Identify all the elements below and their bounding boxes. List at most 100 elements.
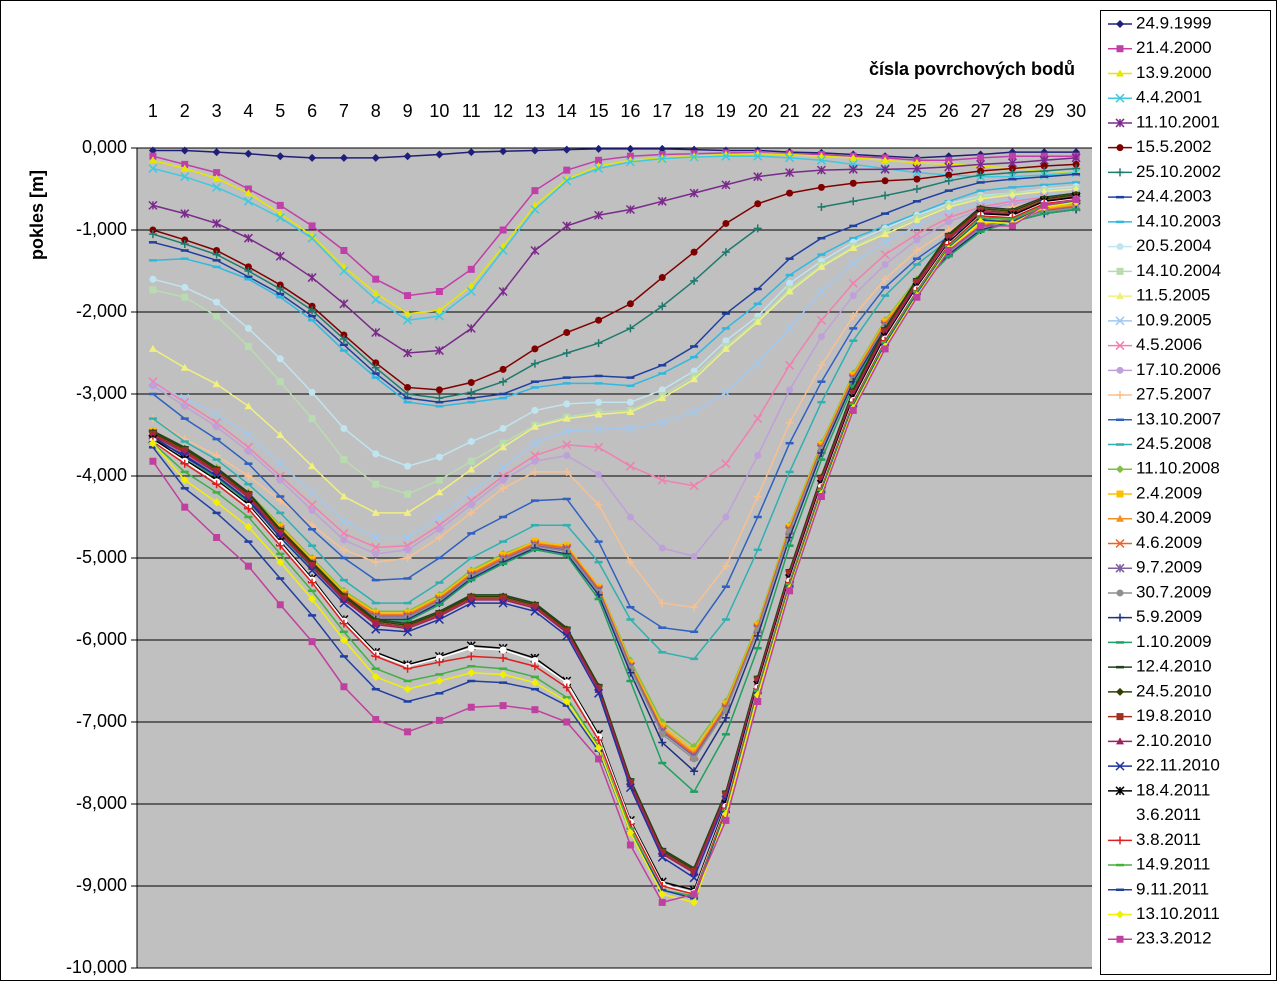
marker: [371, 295, 381, 305]
marker: [276, 541, 285, 550]
marker: [880, 164, 890, 174]
marker: [403, 664, 412, 673]
legend-label: 2.10.2010: [1136, 731, 1212, 750]
marker: [1116, 391, 1124, 400]
marker: [912, 163, 922, 174]
marker: [467, 644, 475, 652]
marker: [435, 533, 444, 542]
marker: [816, 286, 826, 297]
marker: [1116, 243, 1124, 251]
marker: [498, 245, 508, 256]
marker: [562, 221, 572, 231]
marker: [849, 244, 858, 252]
marker: [530, 467, 539, 476]
legend-label: 30.4.2009: [1136, 508, 1212, 527]
marker: [977, 222, 985, 230]
marker: [1116, 20, 1124, 28]
marker: [1071, 153, 1081, 163]
marker: [657, 154, 667, 164]
marker: [721, 248, 730, 257]
marker: [1115, 341, 1125, 351]
marker: [404, 728, 412, 736]
series-line: [152, 188, 1077, 495]
marker: [658, 386, 666, 394]
marker: [276, 431, 285, 438]
series-line: [152, 185, 1077, 467]
marker: [849, 292, 857, 300]
marker: [276, 355, 284, 363]
marker: [530, 146, 539, 155]
marker: [499, 702, 507, 710]
marker: [1072, 160, 1080, 168]
marker: [848, 164, 858, 174]
marker: [244, 472, 253, 480]
marker: [1008, 190, 1017, 198]
marker: [594, 442, 604, 452]
marker: [498, 463, 508, 473]
x-tick-label: 23: [843, 101, 863, 121]
marker: [403, 685, 412, 694]
legend-label: 21.4.2000: [1136, 38, 1212, 57]
marker: [594, 424, 604, 434]
marker: [881, 230, 890, 238]
marker: [181, 283, 189, 291]
marker: [308, 222, 316, 230]
marker: [848, 258, 858, 268]
marker: [244, 324, 252, 332]
marker: [148, 163, 158, 174]
marker: [467, 668, 476, 677]
marker: [817, 361, 826, 370]
x-tick-label: 5: [275, 101, 285, 121]
marker: [563, 452, 571, 459]
marker: [180, 363, 189, 371]
marker: [1040, 201, 1048, 209]
marker: [339, 335, 348, 344]
marker: [690, 898, 699, 907]
x-tick-label: 22: [811, 101, 831, 121]
marker: [499, 654, 508, 663]
marker: [658, 544, 666, 552]
marker: [595, 398, 603, 406]
legend-label: 4.5.2006: [1136, 335, 1202, 354]
marker: [371, 542, 381, 552]
marker: [721, 562, 730, 571]
marker: [434, 346, 444, 356]
marker: [976, 159, 986, 169]
marker: [467, 265, 475, 273]
series-line: [152, 198, 1077, 894]
y-tick-label: -4,000: [76, 465, 127, 485]
marker: [339, 528, 349, 538]
series-line: [152, 203, 1077, 660]
marker: [595, 755, 603, 763]
marker: [626, 408, 635, 416]
marker: [276, 285, 285, 294]
marker: [531, 657, 539, 664]
marker: [913, 175, 921, 183]
marker: [658, 730, 666, 738]
marker: [467, 281, 476, 289]
marker: [881, 275, 890, 284]
marker: [785, 153, 795, 163]
marker: [499, 670, 508, 679]
marker: [849, 406, 857, 414]
marker: [372, 275, 380, 283]
marker: [531, 706, 539, 714]
marker: [276, 496, 285, 505]
marker: [404, 462, 412, 470]
legend-label: 9.7.2009: [1136, 558, 1202, 577]
legend-label: 2.4.2009: [1136, 483, 1202, 502]
marker: [849, 153, 858, 161]
x-tick-label: 9: [403, 101, 413, 121]
marker: [1116, 292, 1124, 300]
marker: [435, 288, 443, 295]
marker: [181, 160, 189, 168]
series-line: [152, 163, 1077, 391]
marker: [1116, 613, 1124, 622]
marker: [562, 414, 571, 422]
series-line: [152, 200, 1077, 633]
marker: [753, 358, 763, 368]
y-tick-label: -3,000: [76, 383, 127, 403]
x-tick-label: 29: [1034, 101, 1054, 121]
marker: [371, 289, 380, 297]
marker: [562, 683, 571, 692]
